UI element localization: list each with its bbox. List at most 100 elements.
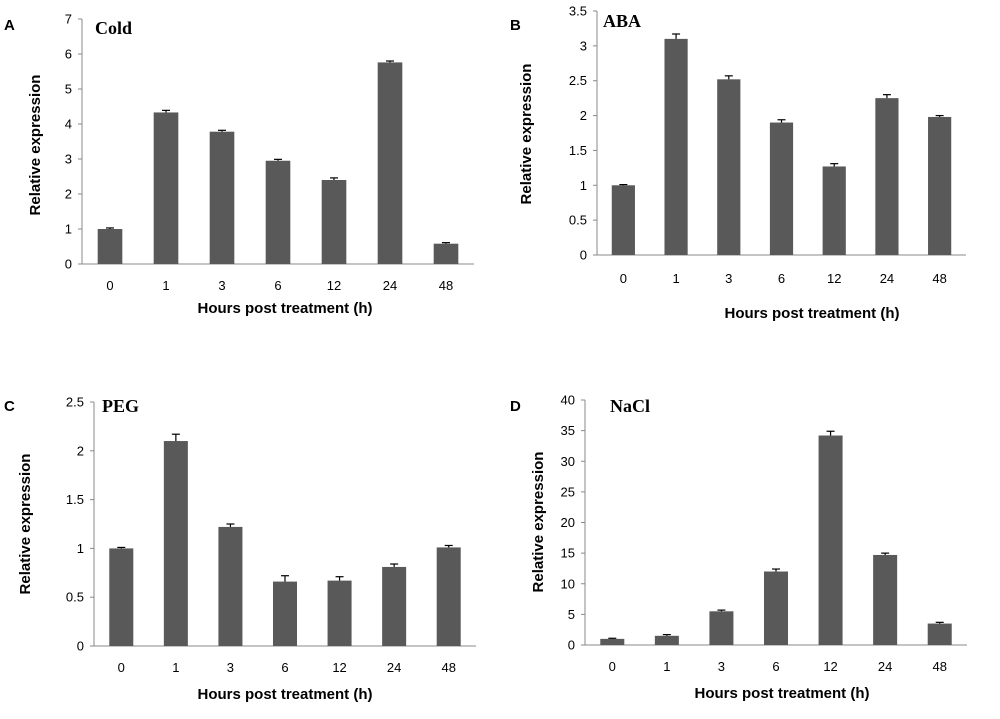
x-tick-label: 3 [218,278,225,293]
x-tick-label: 1 [172,660,179,675]
panel-title: Cold [95,18,132,38]
y-tick-label: 7 [65,12,72,27]
panel-a: A Cold Relative expression Hours post tr… [4,12,474,317]
bar [611,185,635,255]
y-tick-label: 20 [561,515,575,530]
bar [109,548,134,646]
y-tick-label: 2 [77,443,84,458]
x-tick-label: 3 [725,271,732,286]
y-tick-label: 30 [561,454,575,469]
y-tick-label: 2 [580,108,587,123]
panel-letter: D [510,398,521,415]
bar [265,160,291,264]
x-tick-label: 24 [878,659,892,674]
bar [769,122,794,256]
y-tick-label: 5 [568,607,575,622]
y-tick-label: 1 [580,178,587,193]
panel-b: B ABA Relative expression Hours post tre… [510,4,966,322]
y-tick-label: 0.5 [66,590,84,605]
x-tick-label: 6 [772,659,779,674]
x-tick-label: 0 [620,271,627,286]
y-tick-label: 3 [580,38,587,53]
bar [321,180,347,264]
x-tick-label: 1 [162,278,169,293]
y-tick-label: 1 [77,541,84,556]
bar [163,441,188,646]
x-tick-label: 0 [118,660,125,675]
y-tick-label: 1.5 [66,492,84,507]
bar [664,38,688,256]
bar [600,638,625,645]
y-tick-label: 15 [561,546,575,561]
panel-letter: B [510,17,521,34]
x-tick-label: 12 [327,278,341,293]
x-tick-label: 0 [106,278,113,293]
y-tick-label: 2.5 [66,395,84,410]
y-axis-title: Relative expression [530,452,547,593]
x-axis-title: Hours post treatment (h) [197,300,372,317]
x-tick-label: 24 [387,660,401,675]
y-tick-label: 2.5 [569,73,587,88]
y-tick-label: 10 [561,576,575,591]
x-tick-label: 6 [274,278,281,293]
x-tick-label: 1 [663,659,670,674]
bar [709,611,734,645]
bar [822,166,846,255]
x-tick-label: 48 [439,278,453,293]
bar [327,580,352,646]
bar [763,571,789,645]
x-axis-title: Hours post treatment (h) [197,686,372,703]
y-tick-label: 2 [65,187,72,202]
bar [818,435,843,645]
y-tick-label: 1.5 [569,143,587,158]
bar [377,62,403,265]
y-tick-label: 0.5 [569,213,587,228]
panel-letter: A [4,17,15,34]
bar [209,131,235,264]
y-tick-label: 5 [65,82,72,97]
y-tick-label: 0 [568,638,575,653]
x-axis-title: Hours post treatment (h) [694,685,869,702]
bar [873,554,898,645]
panel-c: C PEG Relative expression Hours post tre… [4,395,476,703]
bar [436,547,461,646]
x-tick-label: 0 [609,659,616,674]
bar [875,98,899,256]
bar [654,635,679,645]
x-tick-label: 12 [827,271,841,286]
bar [97,229,123,264]
x-tick-label: 3 [718,659,725,674]
y-tick-label: 6 [65,47,72,62]
x-tick-label: 48 [932,271,946,286]
x-tick-label: 6 [281,660,288,675]
x-tick-label: 1 [672,271,679,286]
x-tick-label: 48 [441,660,455,675]
bar [153,112,179,264]
x-tick-label: 48 [932,659,946,674]
x-tick-label: 3 [227,660,234,675]
y-tick-label: 4 [65,117,72,132]
bar [272,581,298,646]
panel-letter: C [4,398,15,415]
y-tick-label: 3 [65,152,72,167]
bar [717,79,741,255]
x-tick-label: 12 [332,660,346,675]
y-tick-label: 0 [65,257,72,272]
y-axis-title: Relative expression [518,64,535,205]
x-tick-label: 6 [778,271,785,286]
y-axis-title: Relative expression [27,75,44,216]
y-tick-label: 0 [580,248,587,263]
x-tick-label: 12 [823,659,837,674]
x-tick-label: 24 [880,271,894,286]
y-axis-title: Relative expression [17,454,34,595]
y-tick-label: 3.5 [569,4,587,19]
y-tick-label: 25 [561,484,575,499]
bar [382,566,407,646]
bar [928,116,952,255]
y-tick-label: 40 [561,393,575,408]
panel-title: PEG [102,396,139,416]
bar [218,526,243,646]
panel-title: NaCl [610,396,650,416]
x-tick-label: 24 [383,278,397,293]
